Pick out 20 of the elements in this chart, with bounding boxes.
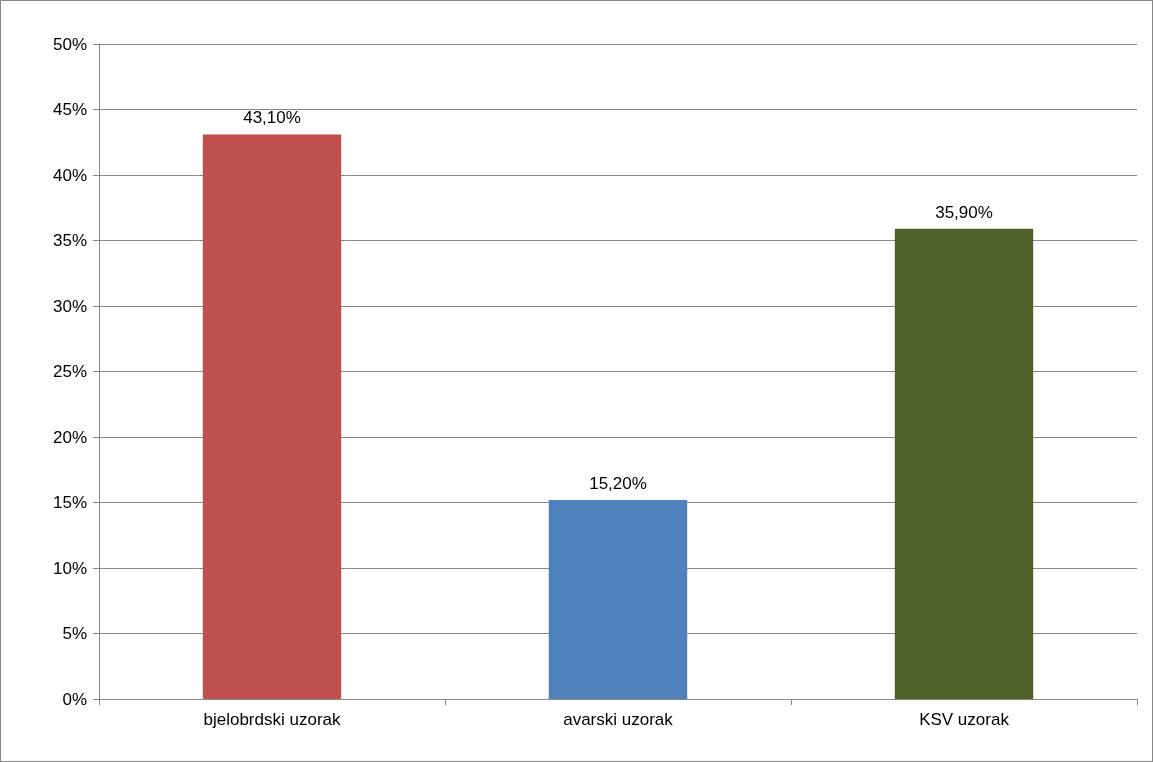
- y-tick-label: 35%: [52, 231, 87, 250]
- x-tick-label: KSV uzorak: [919, 710, 1010, 729]
- data-label: 35,90%: [935, 202, 993, 222]
- bar: [894, 228, 1034, 699]
- y-tick-label: 15%: [52, 493, 87, 512]
- bar: [202, 134, 342, 699]
- y-tick-label: 20%: [52, 427, 87, 447]
- y-tick-label: 50%: [52, 34, 87, 54]
- y-tick-label: 10%: [52, 558, 87, 578]
- y-tick-label: 25%: [52, 362, 87, 381]
- y-tick-label: 45%: [52, 100, 87, 119]
- y-tick-label: 30%: [52, 296, 87, 316]
- y-tick-label: 5%: [62, 624, 87, 643]
- data-label: 43,10%: [243, 108, 301, 128]
- x-tick-label: avarski uzorak: [563, 710, 674, 729]
- bar: [548, 499, 688, 699]
- data-label: 15,20%: [589, 473, 647, 493]
- y-tick-label: 40%: [52, 165, 87, 185]
- x-tick-label: bjelobrdski uzorak: [203, 710, 341, 729]
- y-tick-label: 0%: [62, 689, 87, 709]
